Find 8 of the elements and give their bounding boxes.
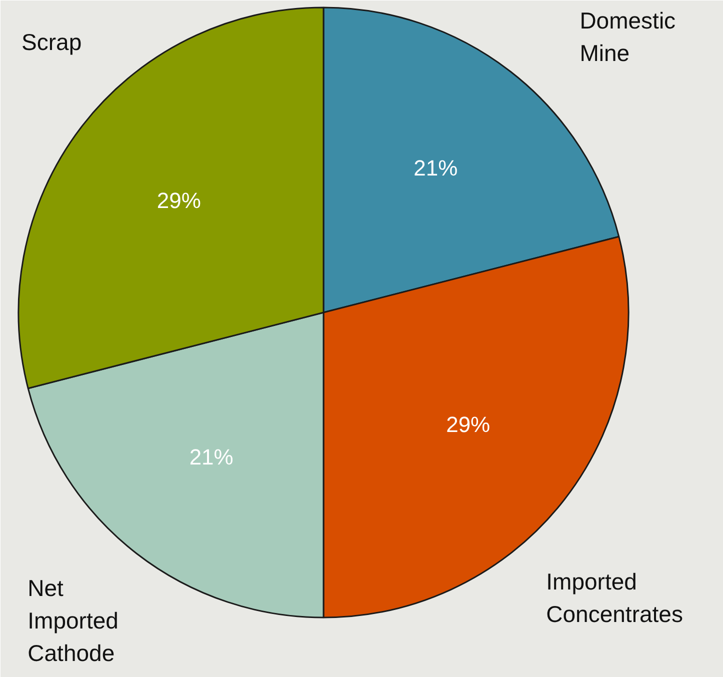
slice-label: Imported Concentrates <box>546 568 683 628</box>
slice-label: Scrap <box>22 28 82 55</box>
slice-label: Net Imported Cathode <box>28 574 118 666</box>
data-label: 21% <box>189 444 234 470</box>
slice-label: Domestic Mine <box>580 8 676 66</box>
data-label: 29% <box>446 412 490 438</box>
data-label: 21% <box>414 155 458 180</box>
data-label: 29% <box>156 188 201 213</box>
